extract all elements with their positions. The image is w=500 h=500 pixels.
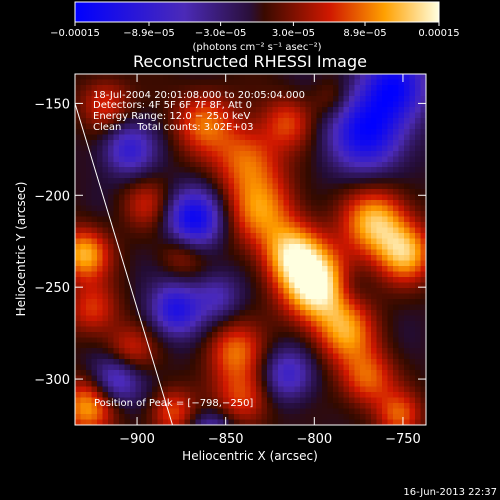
colorbar-ticks: −0.00015 −8.9e−05 −3.0e−05 3.0e−05 8.9e−05 0.… <box>50 22 460 39</box>
colorbar-tick-label: −0.00015 <box>50 28 100 39</box>
colorbar: −0.00015 −8.9e−05 −3.0e−05 3.0e−05 8.9e−05 0.… <box>50 1 460 53</box>
x-tick-label: −800 <box>296 432 332 447</box>
annotation-time: 18-Jul-2004 20:01:08.000 to 20:05:04.000 <box>93 90 305 101</box>
render-timestamp: 16-Jun-2013 22:37 <box>403 487 497 498</box>
colorbar-tick-label: −8.9e−05 <box>123 28 175 39</box>
peak-position-label: Position of Peak = [−798,−250] <box>94 398 253 409</box>
axis-ticks: −900 −850 −800 −750 −150 −200 −250 −300 <box>34 74 426 447</box>
y-tick-label: −250 <box>34 281 70 296</box>
y-tick-label: −200 <box>34 189 70 204</box>
x-tick-label: −850 <box>208 432 244 447</box>
y-tick-label: −150 <box>34 97 70 112</box>
colorbar-tick-label: −3.0e−05 <box>195 28 247 39</box>
plot-area: −900 −850 −800 −750 −150 −200 −250 −300 18-Jul-… <box>34 73 427 447</box>
annotation-energy: Energy Range: 12.0 − 25.0 keV <box>93 111 250 122</box>
colorbar-tick-label: 0.00015 <box>418 28 459 39</box>
y-tick-label: −300 <box>34 373 70 388</box>
annotation-counts: Clean Total counts: 3.02E+03 <box>93 122 253 133</box>
annotation-block: 18-Jul-2004 20:01:08.000 to 20:05:04.000… <box>93 90 305 133</box>
annotation-detectors: Detectors: 4F 5F 6F 7F 8F, Att 0 <box>93 100 252 111</box>
colorbar-units: (photons cm⁻² s⁻¹ asec⁻²) <box>192 42 321 53</box>
heatmap-image <box>75 74 426 425</box>
colorbar-tick-label: 3.0e−05 <box>272 28 315 39</box>
x-tick-label: −900 <box>119 432 155 447</box>
colorbar-strip <box>74 1 440 23</box>
solar-limb-line <box>75 103 173 425</box>
x-axis-label: Heliocentric X (arcsec) <box>182 449 318 463</box>
y-axis-label: Heliocentric Y (arcsec) <box>14 182 28 317</box>
plot-frame <box>74 73 427 426</box>
colorbar-tick-label: 8.9e−05 <box>343 28 386 39</box>
chart-title: Reconstructed RHESSI Image <box>133 52 367 71</box>
x-tick-label: −750 <box>385 432 421 447</box>
